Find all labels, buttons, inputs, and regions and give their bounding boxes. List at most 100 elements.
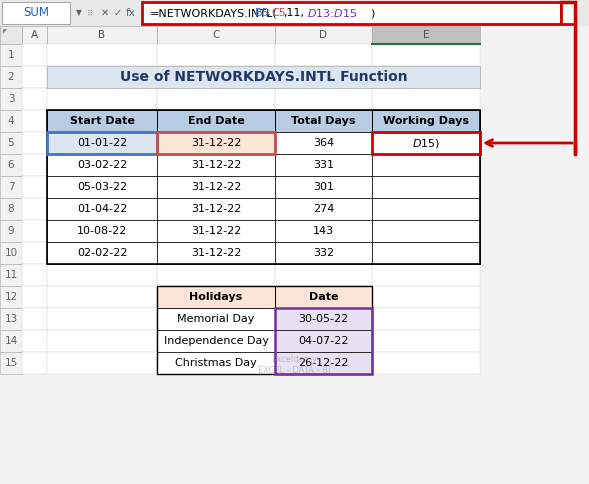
Text: 26-12-22: 26-12-22 bbox=[298, 358, 349, 368]
Text: 01-01-22: 01-01-22 bbox=[77, 138, 127, 148]
Text: 15: 15 bbox=[4, 358, 18, 368]
Bar bbox=[157, 308, 275, 330]
Bar bbox=[47, 110, 480, 264]
Bar bbox=[372, 44, 480, 66]
Text: $D$15): $D$15) bbox=[412, 136, 440, 150]
Bar bbox=[157, 110, 275, 132]
Text: 331: 331 bbox=[313, 160, 334, 170]
Text: 364: 364 bbox=[313, 138, 334, 148]
Text: ⠿: ⠿ bbox=[87, 9, 93, 17]
Bar bbox=[372, 198, 480, 220]
Bar bbox=[275, 308, 372, 330]
Bar bbox=[0, 110, 22, 132]
Bar bbox=[22, 110, 47, 132]
Bar bbox=[0, 286, 22, 308]
Bar bbox=[157, 176, 275, 198]
Bar bbox=[157, 26, 275, 44]
Text: 10-08-22: 10-08-22 bbox=[77, 226, 127, 236]
Bar bbox=[47, 88, 157, 110]
Text: ,: , bbox=[266, 8, 270, 18]
Bar bbox=[47, 198, 157, 220]
Bar bbox=[157, 66, 275, 88]
Text: 13: 13 bbox=[4, 314, 18, 324]
Bar bbox=[157, 110, 275, 132]
Bar bbox=[372, 220, 480, 242]
Text: 274: 274 bbox=[313, 204, 334, 214]
Bar bbox=[47, 220, 157, 242]
Bar bbox=[22, 286, 47, 308]
Text: =NETWORKDAYS.INTL(: =NETWORKDAYS.INTL( bbox=[150, 8, 278, 18]
Bar bbox=[157, 132, 275, 154]
Text: Use of NETWORKDAYS.INTL Function: Use of NETWORKDAYS.INTL Function bbox=[120, 70, 408, 84]
Bar bbox=[275, 220, 372, 242]
Bar bbox=[22, 44, 47, 66]
Bar bbox=[157, 44, 275, 66]
Bar bbox=[372, 220, 480, 242]
Text: 05-03-22: 05-03-22 bbox=[77, 182, 127, 192]
Text: B: B bbox=[98, 30, 105, 40]
Bar bbox=[372, 352, 480, 374]
Text: Exceldemy
EXCEL - DATA - BI: Exceldemy EXCEL - DATA - BI bbox=[258, 356, 331, 375]
Bar bbox=[47, 110, 157, 132]
Text: 10: 10 bbox=[5, 248, 18, 258]
Bar bbox=[157, 308, 275, 330]
Bar bbox=[372, 66, 480, 88]
Text: A: A bbox=[31, 30, 38, 40]
Bar bbox=[275, 220, 372, 242]
Bar bbox=[275, 176, 372, 198]
Text: Date: Date bbox=[309, 292, 338, 302]
Bar bbox=[22, 26, 47, 44]
Bar bbox=[372, 88, 480, 110]
Text: Working Days: Working Days bbox=[383, 116, 469, 126]
Text: End Date: End Date bbox=[188, 116, 244, 126]
Bar bbox=[275, 110, 372, 132]
Bar bbox=[372, 176, 480, 198]
Text: 03-02-22: 03-02-22 bbox=[77, 160, 127, 170]
Bar bbox=[275, 308, 372, 374]
Text: 31-12-22: 31-12-22 bbox=[191, 226, 241, 236]
Bar bbox=[22, 308, 47, 330]
Text: fx: fx bbox=[126, 8, 136, 18]
Bar bbox=[157, 132, 275, 154]
Bar bbox=[372, 154, 480, 176]
Bar bbox=[47, 198, 157, 220]
Text: 3: 3 bbox=[8, 94, 14, 104]
Text: ▼: ▼ bbox=[76, 9, 82, 17]
Text: C: C bbox=[212, 30, 220, 40]
Text: Total Days: Total Days bbox=[291, 116, 356, 126]
Text: 31-12-22: 31-12-22 bbox=[191, 248, 241, 258]
Bar bbox=[372, 242, 480, 264]
Text: 2: 2 bbox=[8, 72, 14, 82]
Bar bbox=[0, 132, 22, 154]
Bar bbox=[47, 242, 157, 264]
Text: Independence Day: Independence Day bbox=[164, 336, 269, 346]
Bar bbox=[157, 198, 275, 220]
Bar bbox=[157, 220, 275, 242]
Bar bbox=[142, 2, 561, 24]
Text: 6: 6 bbox=[8, 160, 14, 170]
Bar bbox=[22, 88, 47, 110]
Bar bbox=[372, 264, 480, 286]
Text: E: E bbox=[423, 30, 429, 40]
Bar bbox=[47, 176, 157, 198]
Bar bbox=[275, 154, 372, 176]
Text: ✓: ✓ bbox=[114, 8, 122, 18]
Text: 30-05-22: 30-05-22 bbox=[299, 314, 349, 324]
Bar bbox=[47, 264, 157, 286]
Bar bbox=[372, 110, 480, 132]
Bar bbox=[22, 242, 47, 264]
Bar bbox=[275, 352, 372, 374]
Bar bbox=[275, 66, 372, 88]
Bar bbox=[47, 154, 157, 176]
Text: Christmas Day: Christmas Day bbox=[175, 358, 257, 368]
Bar bbox=[0, 66, 22, 88]
Bar bbox=[22, 330, 47, 352]
Bar bbox=[561, 2, 575, 24]
Bar bbox=[157, 352, 275, 374]
Bar bbox=[157, 286, 372, 374]
Bar bbox=[47, 330, 157, 352]
Bar bbox=[22, 352, 47, 374]
Bar bbox=[0, 264, 22, 286]
Bar bbox=[372, 132, 480, 154]
Bar bbox=[275, 242, 372, 264]
